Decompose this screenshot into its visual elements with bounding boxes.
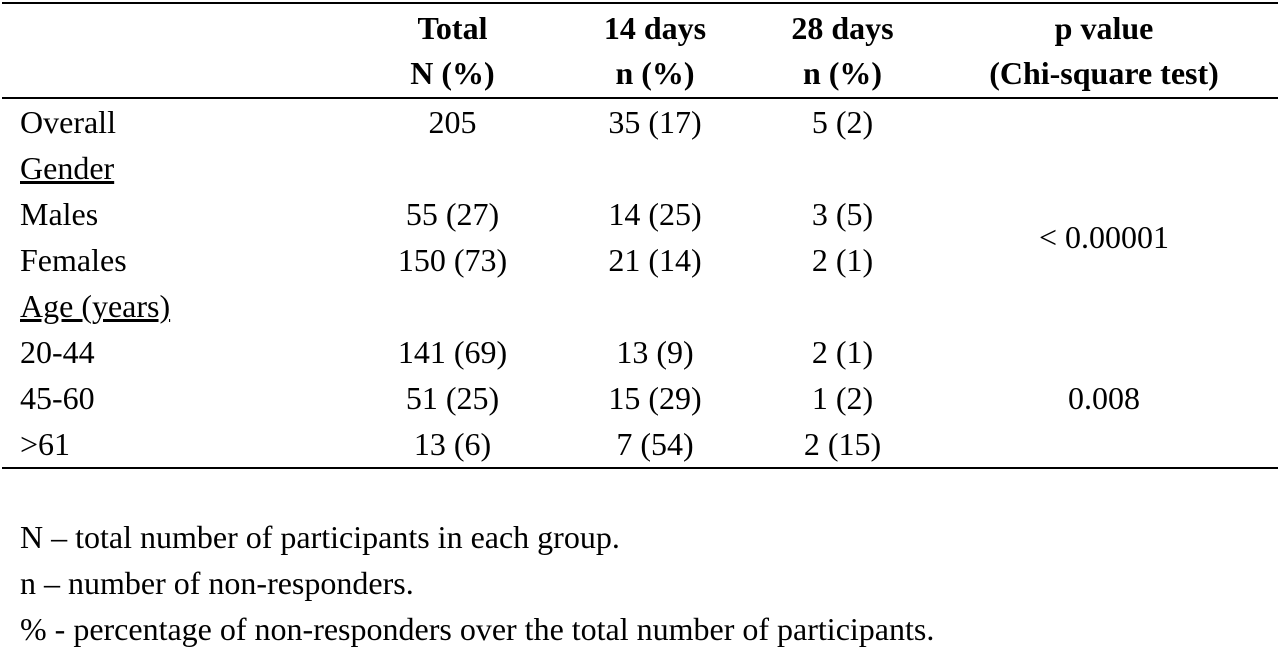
header-row: Total N (%) 14 days n (%) 28 days n (%) p valu… (2, 3, 1278, 99)
header-text: Total (417, 9, 488, 46)
footnote: % - percentage of non-responders over th… (20, 611, 935, 647)
empty-cell (930, 98, 1278, 145)
cell: 1 (2) (811, 380, 874, 416)
header-cell: Total N (%) (350, 3, 555, 99)
header-text: p value (1054, 9, 1154, 46)
data-row: 20-44 141 (69) 13 (9) 2 (1) 0.008 (2, 329, 1278, 416)
cell: 35 (17) (608, 104, 702, 140)
group-title: Age (years) (20, 288, 171, 324)
cell: 3 (5) (811, 196, 874, 232)
cell: 2 (1) (811, 242, 874, 278)
footnote: N – total number of participants in each… (20, 519, 620, 555)
p-value: 0.008 (1068, 380, 1140, 416)
table-body: Overall 205 35 (17) 5 (2) Gender Males 55 (27)… (2, 98, 1278, 468)
data-row: Overall 205 35 (17) 5 (2) (2, 98, 1278, 145)
group-row: Age (years) (2, 283, 1278, 329)
cell: 2 (1) (811, 334, 874, 370)
p-value: < 0.00001 (1038, 219, 1170, 255)
row-label: 45-60 (20, 380, 95, 416)
header-cell: 28 days n (%) (755, 3, 930, 99)
cell: 51 (25) (405, 380, 500, 416)
header-cell (2, 3, 350, 99)
cell: 2 (15) (803, 426, 882, 462)
header-cell: 14 days n (%) (555, 3, 755, 99)
header-text: n (%) (802, 54, 883, 91)
cell: 141 (69) (397, 334, 508, 370)
row-label: Overall (20, 104, 116, 140)
cell: 13 (6) (413, 426, 492, 462)
table-header: Total N (%) 14 days n (%) 28 days n (%) p valu… (2, 3, 1278, 99)
footnote: n – number of non-responders. (20, 565, 414, 601)
cell: 55 (27) (405, 196, 500, 232)
group-row: Gender (2, 145, 1278, 191)
results-table: Total N (%) 14 days n (%) 28 days n (%) p valu… (2, 2, 1278, 469)
group-title: Gender (20, 150, 115, 186)
cell: 205 (428, 104, 477, 140)
data-row: Males 55 (27) 14 (25) 3 (5) < 0.00001 (2, 191, 1278, 255)
cell: 21 (14) (608, 242, 702, 278)
cell: 14 (25) (608, 196, 702, 232)
row-label: >61 (20, 426, 71, 462)
cell: 150 (73) (397, 242, 508, 278)
data-row: Females 150 (73) 21 (14) 2 (1) (2, 237, 1278, 283)
cell: 15 (29) (608, 380, 702, 416)
header-text: 14 days (603, 9, 707, 46)
header-text: 28 days (791, 9, 894, 46)
empty-cell (350, 145, 1278, 191)
row-label: Males (20, 196, 99, 232)
data-row: 45-60 51 (25) 15 (29) 1 (2) (2, 375, 1278, 421)
header-text: (Chi-square test) (989, 54, 1219, 91)
header-text: n (%) (615, 54, 695, 91)
cell: 7 (54) (616, 426, 694, 462)
header-text: N (%) (410, 54, 495, 91)
cell: 5 (2) (811, 104, 874, 140)
row-label: 20-44 (20, 334, 95, 370)
cell: 13 (9) (616, 334, 694, 370)
data-row: >61 13 (6) 7 (54) 2 (15) (2, 421, 1278, 468)
empty-cell (350, 283, 1278, 329)
footnotes: N – total number of participants in each… (20, 514, 934, 652)
row-label: Females (20, 242, 127, 278)
header-cell: p value (Chi-square test) (930, 3, 1278, 99)
